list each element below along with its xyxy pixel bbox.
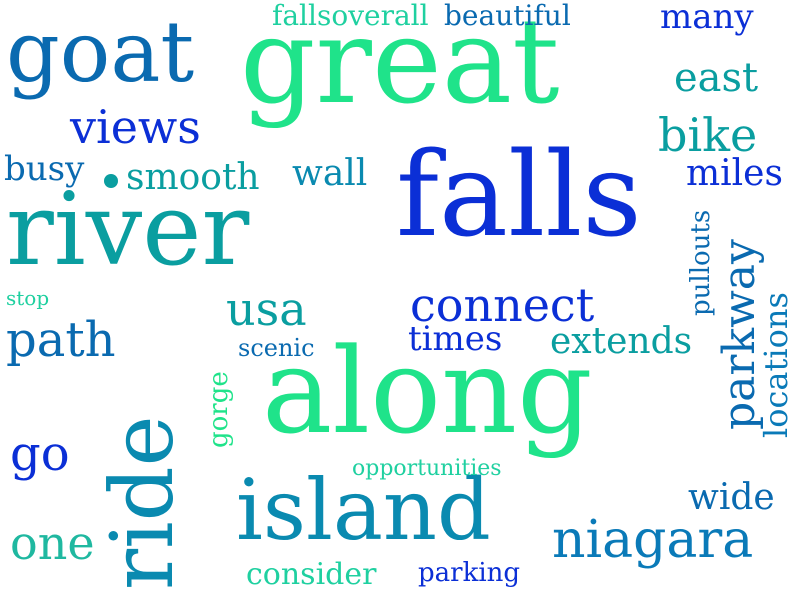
word-scenic: scenic — [238, 334, 315, 362]
word-connect: connect — [410, 278, 595, 332]
word-niagara: niagara — [552, 510, 754, 570]
word-bike: bike — [658, 108, 758, 162]
word-wall: wall — [292, 153, 368, 194]
word-wide: wide — [688, 477, 775, 518]
word-falls: falls — [396, 128, 642, 263]
word-ride: ride — [93, 415, 193, 590]
word-stop: stop — [6, 286, 50, 310]
word-along: along — [262, 322, 593, 460]
word-east: east — [674, 55, 759, 101]
word-fallsoverall: fallsoverall — [272, 0, 429, 32]
word-miles: miles — [686, 153, 783, 194]
word-opportunities: opportunities — [352, 456, 502, 481]
dot-marker — [104, 174, 118, 188]
word-one: one — [10, 516, 95, 570]
word-views: views — [70, 100, 201, 154]
word-times: times — [408, 319, 503, 359]
word-parking: parking — [418, 558, 521, 588]
word-gorge: gorge — [204, 371, 234, 448]
word-extends: extends — [550, 321, 693, 362]
word-go: go — [10, 426, 70, 482]
word-parkway: parkway — [714, 239, 765, 430]
word-path: path — [6, 312, 116, 368]
word-beautiful: beautiful — [444, 0, 571, 32]
word-great: great — [240, 0, 560, 130]
word-river: river — [6, 171, 250, 288]
word-many: many — [660, 0, 754, 37]
word-busy: busy — [4, 149, 85, 189]
word-smooth: smooth — [126, 157, 260, 198]
word-goat: goat — [6, 3, 195, 101]
word-usa: usa — [226, 282, 307, 336]
word-consider: consider — [246, 557, 377, 592]
word-locations: locations — [757, 292, 795, 438]
word-island: island — [236, 461, 491, 559]
word-pullouts: pullouts — [686, 209, 716, 316]
